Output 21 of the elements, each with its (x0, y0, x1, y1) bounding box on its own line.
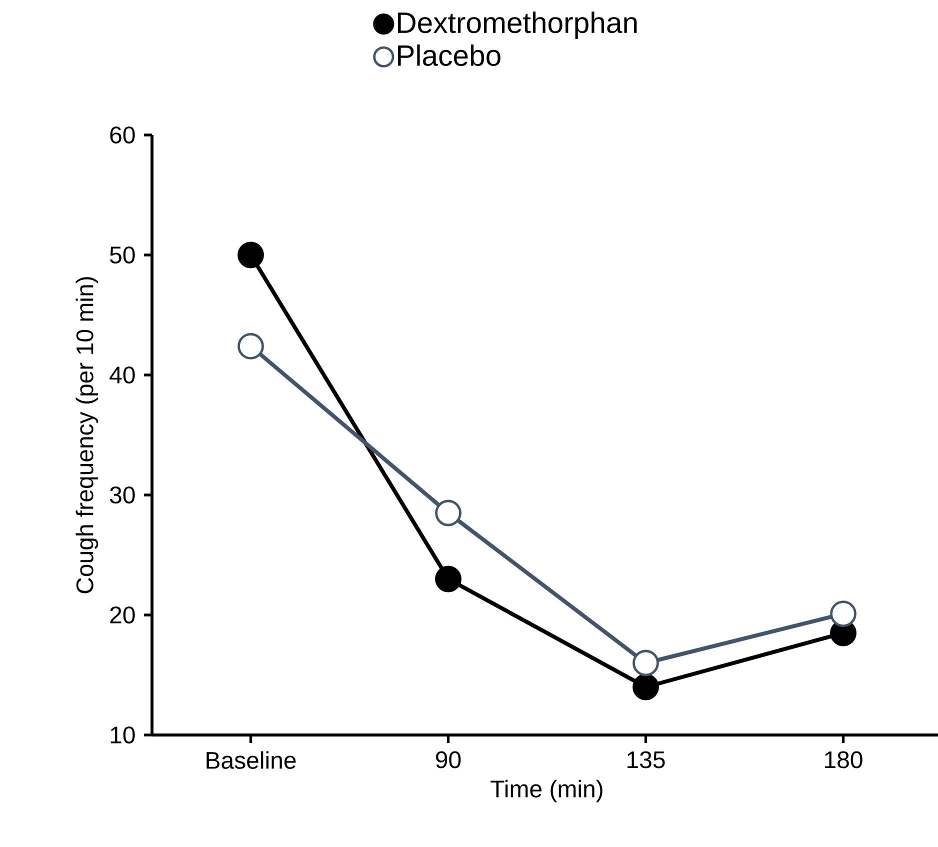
point (830, 600, 856, 627)
y-tick-label: 40 (110, 366, 135, 384)
point (632, 674, 659, 700)
y-tick-label: 50 (110, 246, 135, 264)
y-axis-title: Cough frequency (per 10 min) (76, 277, 98, 594)
legend-label: Dextromethorphan (398, 12, 637, 39)
point (435, 500, 462, 526)
y-tick-label: 10 (110, 726, 135, 744)
x-tick-label: 90 (436, 751, 461, 768)
legend-label: Placebo (398, 44, 500, 66)
x-tick-label: Baseline (206, 751, 296, 769)
y-tick-label: 20 (110, 606, 135, 624)
point (632, 650, 659, 676)
x-axis-title: Time (min) (490, 780, 602, 802)
x-tick-label: 180 (825, 751, 862, 768)
point (435, 566, 462, 592)
point (238, 242, 264, 268)
point (238, 333, 264, 360)
y-tick-label: 60 (110, 126, 135, 144)
x-tick-label: 135 (628, 751, 665, 768)
y-tick-label: 30 (110, 486, 135, 504)
